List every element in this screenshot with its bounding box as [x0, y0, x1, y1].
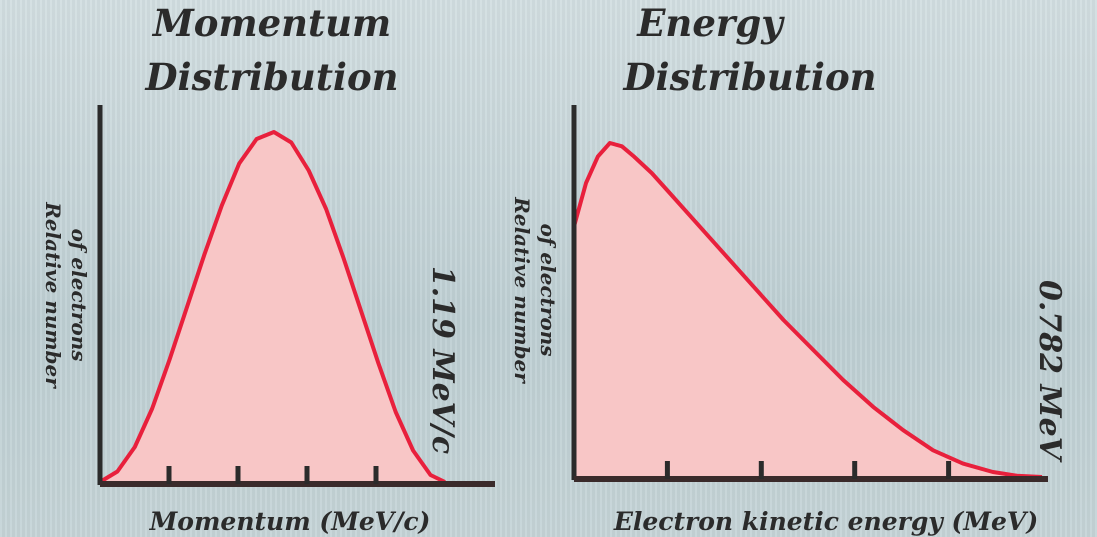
momentum-tick-group [166, 466, 379, 484]
momentum-ylabel-line-2: of electrons [67, 228, 91, 361]
momentum-ylabel-line-1: Relative number [41, 201, 65, 389]
energy-xlabel: Electron kinetic energy (MeV) [613, 507, 1038, 536]
energy-endpoint-label: 0.782 MeV [1032, 280, 1067, 463]
momentum-title-line-2: Distribution [144, 55, 398, 99]
energy-chart: Energy Distribution Relative number of e… [510, 1, 1067, 536]
momentum-chart: Momentum Distribution Relative number of… [41, 1, 495, 536]
energy-title-line-1: Energy [636, 1, 785, 45]
energy-ylabel-line-1: Relative number [510, 196, 534, 384]
momentum-area-fill [100, 132, 445, 482]
momentum-xlabel: Momentum (MeV/c) [149, 507, 431, 536]
energy-tick-group [664, 461, 952, 479]
momentum-endpoint-label: 1.19 MeV/c [425, 266, 460, 454]
momentum-series-line [98, 130, 446, 484]
energy-area-fill [574, 143, 1042, 477]
energy-series-line [572, 141, 1043, 479]
momentum-title-line-1: Momentum [151, 1, 391, 45]
energy-title-line-2: Distribution [622, 55, 876, 99]
energy-ylabel-line-2: of electrons [536, 223, 560, 356]
